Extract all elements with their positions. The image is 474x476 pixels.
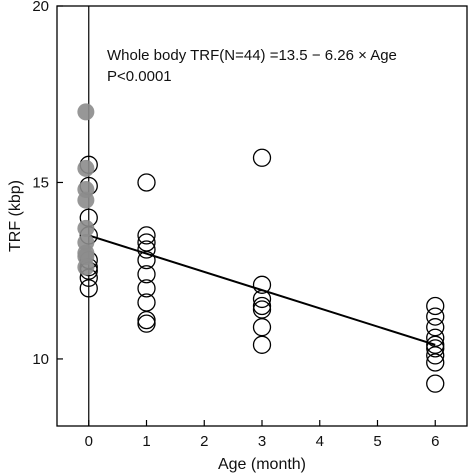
x-tick-label: 4 [316, 433, 324, 450]
open-data-point [426, 346, 445, 365]
open-data-point [426, 339, 445, 358]
annotation-pvalue: P<0.0001 [107, 68, 172, 85]
open-data-point [137, 173, 156, 192]
x-tick-label: 6 [431, 433, 439, 450]
y-tick-label: 20 [32, 0, 49, 15]
open-data-point [252, 296, 272, 316]
x-tick-label: 0 [85, 433, 93, 450]
open-data-point [252, 318, 272, 337]
open-data-point [137, 240, 156, 259]
open-data-point [252, 275, 272, 294]
filled-data-point [77, 191, 95, 209]
open-data-point [426, 307, 445, 326]
x-tick-label: 3 [258, 433, 266, 450]
y-axis-label: TRF (kbp) [7, 180, 24, 252]
filled-data-point [77, 258, 95, 276]
filled-data-point [77, 159, 95, 177]
open-data-point [137, 314, 156, 333]
open-data-point [426, 318, 445, 337]
open-data-point [426, 353, 445, 372]
open-data-point [252, 335, 272, 354]
axis-ticks: 0 1 2 3 4 5 6 10 15 20 [32, 0, 439, 450]
open-data-point [79, 279, 98, 298]
open-data-point [426, 296, 445, 316]
open-data-point [137, 233, 156, 252]
open-data-point [252, 289, 272, 309]
open-data-point [426, 374, 445, 393]
open-data-point [137, 279, 156, 298]
y-tick-label: 10 [32, 351, 49, 368]
annotation-equation: Whole body TRF(N=44) =13.5 − 6.26 × Age [107, 47, 397, 64]
x-tick-label: 5 [373, 433, 381, 450]
filled-data-point [77, 103, 95, 121]
open-data-point [252, 300, 272, 319]
x-tick-label: 1 [142, 433, 150, 450]
data-points [77, 103, 445, 393]
y-tick-label: 15 [32, 174, 49, 191]
open-data-point [137, 265, 156, 284]
open-data-point [137, 226, 156, 245]
open-data-point [137, 310, 156, 330]
x-tick-label: 2 [200, 433, 208, 450]
open-data-point [426, 328, 445, 347]
filled-data-point [77, 219, 95, 237]
open-data-point [137, 250, 156, 270]
x-axis-label: Age (month) [218, 456, 306, 473]
open-data-point [252, 148, 272, 167]
